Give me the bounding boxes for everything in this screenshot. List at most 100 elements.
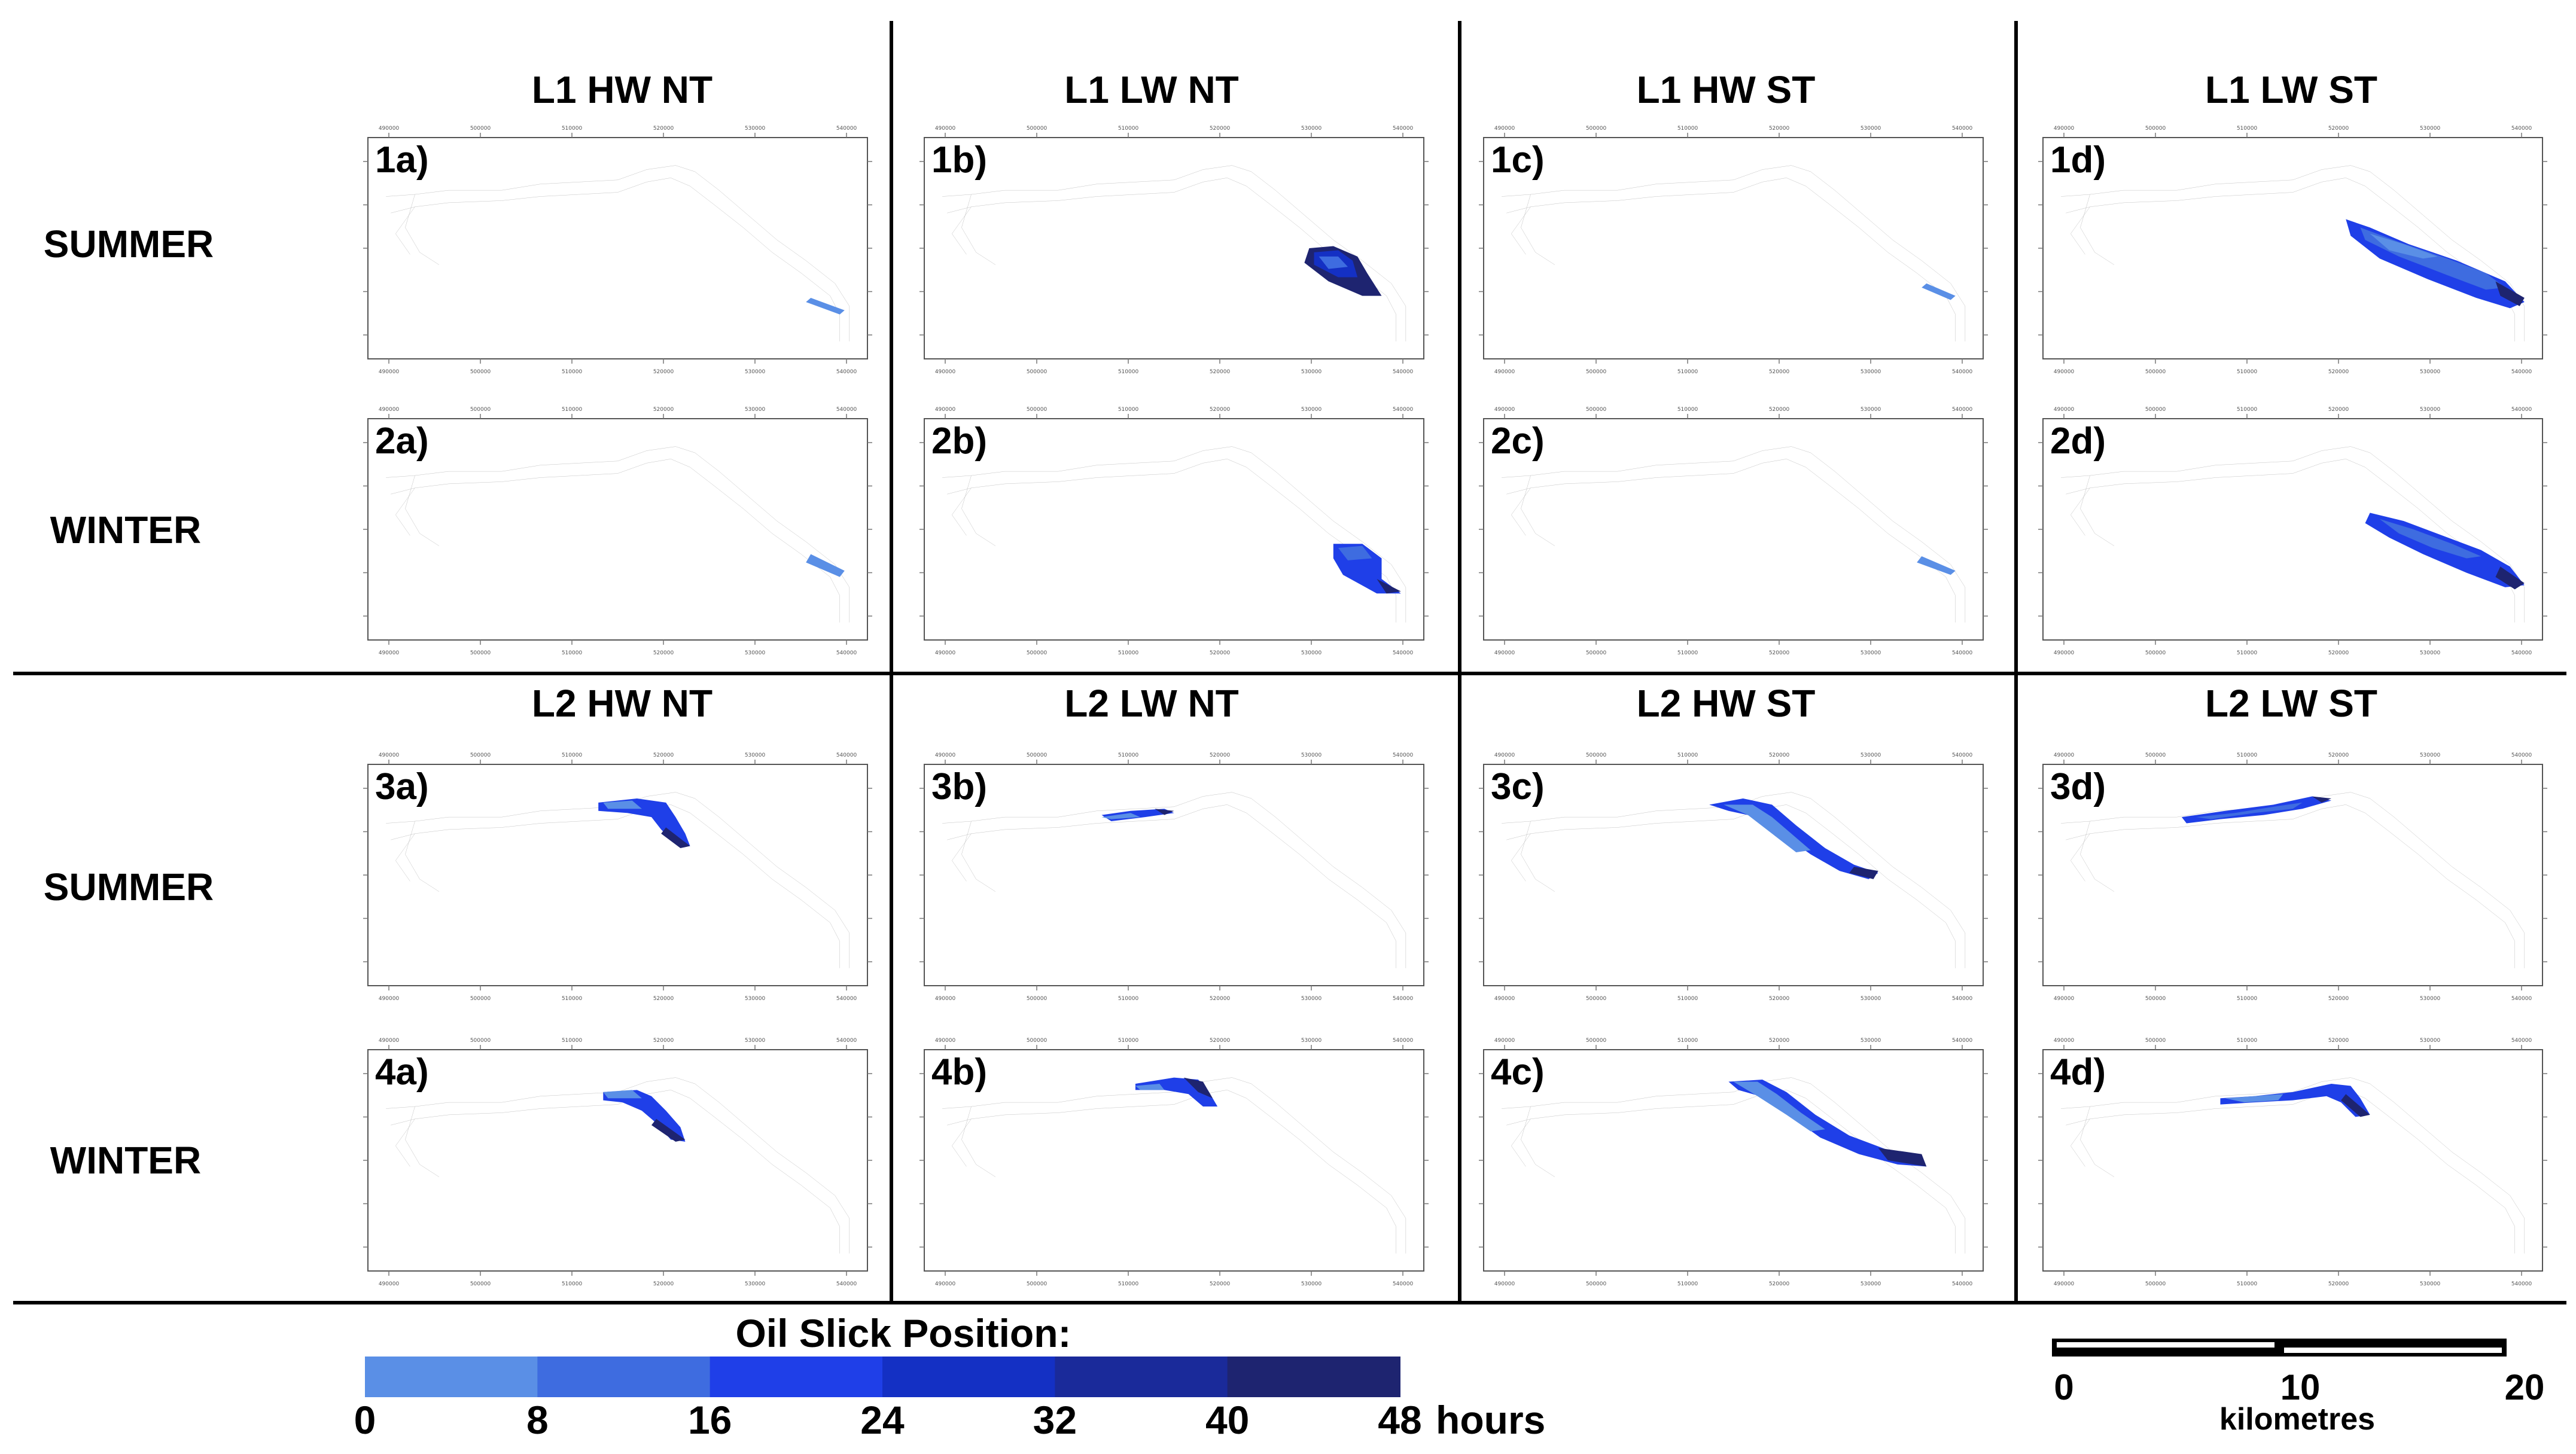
svg-text:530000: 530000 — [745, 996, 766, 1002]
legend-swatch — [537, 1357, 711, 1397]
svg-text:530000: 530000 — [2420, 1281, 2441, 1287]
column-header: L2 HW NT — [532, 682, 712, 725]
svg-text:540000: 540000 — [1393, 752, 1414, 758]
scale-bar-inner — [2284, 1348, 2502, 1353]
column-header: L1 HW NT — [532, 68, 712, 111]
map-axis-ticks: 490000 490000 500000 500000 510000 510000 5200… — [2038, 407, 2547, 656]
scale-label-0: 0 — [2054, 1367, 2073, 1407]
scale-unit: kilometres — [2219, 1402, 2375, 1437]
svg-text:520000: 520000 — [653, 126, 674, 132]
svg-text:500000: 500000 — [470, 1281, 491, 1287]
svg-text:500000: 500000 — [470, 650, 491, 656]
svg-text:530000: 530000 — [1301, 650, 1322, 656]
svg-text:500000: 500000 — [470, 752, 491, 758]
svg-text:530000: 530000 — [745, 407, 766, 413]
svg-text:520000: 520000 — [2328, 1038, 2349, 1044]
svg-text:500000: 500000 — [1586, 126, 1607, 132]
panel-label: 1a) — [375, 139, 429, 181]
map-frame — [1483, 764, 1984, 986]
svg-text:490000: 490000 — [935, 369, 956, 375]
map-panel: 490000 490000 500000 500000 510000 510000 5200… — [1479, 407, 1988, 656]
svg-text:520000: 520000 — [1769, 369, 1790, 375]
svg-text:490000: 490000 — [379, 126, 400, 132]
svg-text:490000: 490000 — [2054, 126, 2075, 132]
svg-text:520000: 520000 — [1769, 650, 1790, 656]
map-panel: 490000 490000 500000 500000 510000 510000 5200… — [919, 752, 1429, 1002]
map-axis-ticks: 490000 490000 500000 500000 510000 510000 5200… — [363, 126, 872, 375]
map-axis-ticks: 490000 490000 500000 500000 510000 510000 5200… — [919, 407, 1429, 656]
svg-text:540000: 540000 — [836, 126, 857, 132]
legend-tick: 24 — [860, 1398, 905, 1442]
svg-text:540000: 540000 — [1952, 996, 1973, 1002]
svg-text:530000: 530000 — [1861, 650, 1881, 656]
svg-text:490000: 490000 — [935, 126, 956, 132]
legend-tick: 48 — [1378, 1398, 1421, 1442]
svg-text:530000: 530000 — [1861, 407, 1881, 413]
svg-text:510000: 510000 — [2237, 407, 2258, 413]
svg-text:540000: 540000 — [836, 407, 857, 413]
map-panels: 490000 490000 500000 500000 510000 510000 5200… — [363, 126, 2547, 1287]
svg-text:490000: 490000 — [1494, 126, 1515, 132]
svg-text:500000: 500000 — [1586, 650, 1607, 656]
svg-text:530000: 530000 — [745, 650, 766, 656]
svg-text:540000: 540000 — [1952, 1281, 1973, 1287]
map-panel: 490000 490000 500000 500000 510000 510000 5200… — [2038, 1038, 2547, 1287]
svg-text:510000: 510000 — [1118, 752, 1139, 758]
scale-bar: 0 10 20 kilometres — [2052, 1339, 2544, 1437]
panel-label: 2b) — [931, 420, 987, 462]
panel-label: 2d) — [2050, 420, 2106, 462]
svg-text:500000: 500000 — [1586, 996, 1607, 1002]
svg-text:490000: 490000 — [1494, 369, 1515, 375]
svg-text:510000: 510000 — [562, 1281, 583, 1287]
map-frame — [367, 137, 868, 359]
legend-tick-labels: 0 8 16 24 32 40 48 — [354, 1398, 1422, 1442]
legend-tick: 8 — [526, 1398, 549, 1442]
map-frame — [367, 418, 868, 641]
svg-text:490000: 490000 — [379, 1038, 400, 1044]
svg-text:510000: 510000 — [1677, 752, 1698, 758]
panel-label: 3a) — [375, 766, 429, 807]
svg-text:540000: 540000 — [2511, 126, 2532, 132]
svg-text:510000: 510000 — [562, 126, 583, 132]
map-axis-ticks: 490000 490000 500000 500000 510000 510000 5200… — [919, 126, 1429, 375]
svg-text:510000: 510000 — [562, 407, 583, 413]
svg-text:530000: 530000 — [1861, 752, 1881, 758]
svg-text:540000: 540000 — [1952, 407, 1973, 413]
svg-text:520000: 520000 — [2328, 126, 2349, 132]
row-label-summer: SUMMER — [44, 222, 214, 266]
svg-text:540000: 540000 — [1952, 1038, 1973, 1044]
panel-label: 1d) — [2050, 139, 2106, 181]
svg-text:520000: 520000 — [2328, 650, 2349, 656]
svg-text:490000: 490000 — [2054, 752, 2075, 758]
svg-text:490000: 490000 — [2054, 407, 2075, 413]
svg-text:510000: 510000 — [1118, 1281, 1139, 1287]
map-frame — [924, 137, 1424, 359]
svg-text:540000: 540000 — [2511, 1038, 2532, 1044]
svg-text:490000: 490000 — [935, 650, 956, 656]
svg-text:500000: 500000 — [1027, 369, 1048, 375]
panel-label: 1c) — [1491, 139, 1545, 181]
svg-text:530000: 530000 — [1861, 369, 1881, 375]
map-frame — [367, 764, 868, 986]
svg-text:500000: 500000 — [470, 369, 491, 375]
map-axis-ticks: 490000 490000 500000 500000 510000 510000 5200… — [1479, 1038, 1988, 1287]
svg-text:510000: 510000 — [2237, 126, 2258, 132]
svg-text:500000: 500000 — [2145, 126, 2166, 132]
svg-text:510000: 510000 — [562, 650, 583, 656]
svg-text:530000: 530000 — [1861, 1038, 1881, 1044]
panel-label: 4d) — [2050, 1051, 2106, 1093]
svg-text:500000: 500000 — [1027, 650, 1048, 656]
map-panel: 490000 490000 500000 500000 510000 510000 5200… — [2038, 752, 2547, 1002]
map-panel: 490000 490000 500000 500000 510000 510000 5200… — [363, 752, 872, 1002]
panel-label: 4c) — [1491, 1051, 1545, 1093]
svg-text:490000: 490000 — [1494, 650, 1515, 656]
svg-text:490000: 490000 — [379, 1281, 400, 1287]
svg-text:540000: 540000 — [1393, 1281, 1414, 1287]
svg-text:530000: 530000 — [1861, 1281, 1881, 1287]
svg-text:510000: 510000 — [1118, 407, 1139, 413]
map-frame — [2042, 418, 2543, 641]
svg-text:530000: 530000 — [1301, 369, 1322, 375]
svg-text:520000: 520000 — [1769, 126, 1790, 132]
svg-text:530000: 530000 — [2420, 407, 2441, 413]
legend-swatch — [1055, 1357, 1228, 1397]
